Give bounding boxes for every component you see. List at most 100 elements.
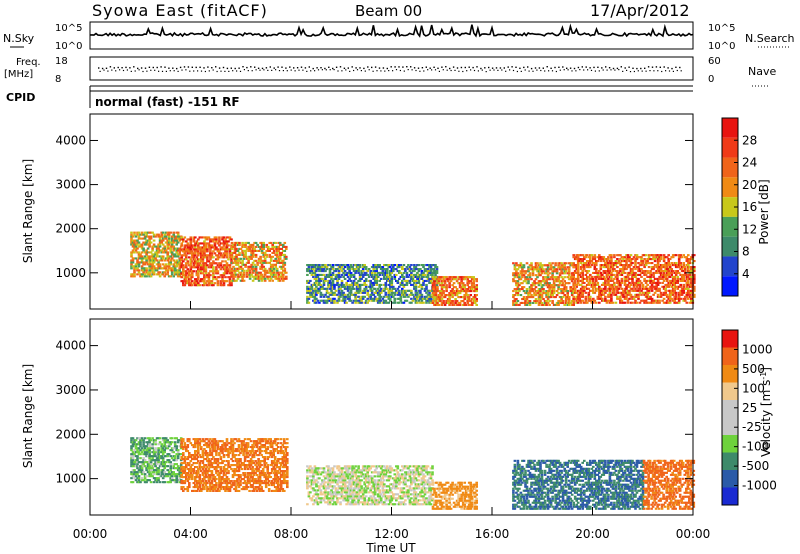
echo-cell (634, 264, 637, 267)
freq-dot (304, 67, 307, 69)
echo-cell (637, 270, 640, 273)
echo-cell (212, 256, 215, 259)
echo-cell (133, 251, 136, 254)
echo-cell (641, 271, 645, 274)
echo-cell (449, 290, 453, 293)
echo-cell (384, 264, 388, 267)
echo-cell (142, 241, 145, 244)
echo-cell (420, 275, 424, 278)
echo-cell (693, 266, 696, 269)
echo-cell (197, 284, 200, 287)
echo-cell (404, 293, 407, 296)
nave-dot (407, 69, 409, 71)
echo-cell (593, 268, 597, 271)
echo-cell (463, 278, 466, 281)
nave-dot (111, 69, 113, 71)
echo-cell (392, 301, 395, 304)
nave-dot (161, 70, 164, 72)
echo-cell (134, 239, 138, 242)
echo-cell (274, 257, 277, 260)
echo-cell (579, 283, 583, 286)
echo-cell (218, 244, 221, 247)
echo-cell (157, 267, 160, 270)
echo-cell (401, 287, 404, 290)
echo-cell (611, 283, 615, 286)
echo-cell (676, 297, 679, 300)
echo-cell (203, 240, 206, 243)
echo-cell (352, 273, 356, 276)
echo-cell (306, 291, 309, 294)
echo-cell (454, 292, 457, 295)
echo-cell (664, 273, 667, 276)
echo-cell (358, 273, 362, 276)
echo-cell (207, 242, 211, 245)
echo-cell (589, 254, 592, 257)
echo-cell (518, 266, 521, 269)
echo-cell (656, 268, 660, 271)
echo-cell (564, 286, 568, 289)
echo-cell (378, 289, 381, 292)
echo-cell (536, 292, 539, 295)
echo-cell (183, 250, 187, 253)
echo-cell (589, 281, 592, 284)
echo-cell (166, 231, 169, 234)
echo-cell (587, 256, 591, 259)
echo-cell (157, 467, 160, 470)
echo-cell (268, 269, 271, 272)
echo-cell (148, 271, 151, 274)
echo-cell (167, 263, 171, 266)
echo-cell (133, 269, 136, 272)
echo-cell (512, 301, 515, 304)
echo-cell (677, 293, 681, 296)
echo-cell (551, 266, 554, 269)
echo-cell (693, 270, 696, 273)
echo-cell (665, 299, 669, 302)
echo-cell (158, 235, 162, 238)
echo-cell (161, 469, 165, 472)
echo-cell (242, 243, 246, 246)
nave-dot (356, 69, 359, 71)
echo-cell (396, 279, 400, 282)
echo-cell (139, 441, 142, 444)
echo-cell (687, 270, 690, 273)
echo-cell (375, 270, 378, 273)
echo-cell (343, 299, 347, 302)
echo-cell (200, 236, 203, 239)
echo-cell (567, 278, 571, 281)
echo-cell (440, 286, 444, 289)
echo-cell (668, 268, 672, 271)
echo-cell (134, 265, 138, 268)
echo-cell (589, 295, 592, 298)
echo-cell (313, 297, 317, 300)
echo-cell (195, 282, 199, 285)
freq-dot (402, 66, 404, 68)
echo-cell (384, 277, 388, 280)
echo-cell (387, 264, 391, 267)
echo-cell (263, 277, 267, 280)
echo-cell (429, 273, 433, 276)
echo-cell (176, 255, 180, 258)
echo-cell (250, 263, 253, 266)
echo-cell (321, 293, 324, 296)
echo-cell (219, 264, 223, 267)
echo-cell (242, 279, 246, 282)
echo-cell (152, 481, 156, 484)
echo-cell (436, 282, 439, 285)
echo-cell (154, 267, 157, 270)
echo-cell (448, 282, 451, 285)
echo-cell (209, 266, 212, 269)
echo-cell (201, 236, 205, 239)
echo-cell (635, 273, 639, 276)
echo-cell (644, 254, 648, 257)
echo-cell (671, 281, 675, 284)
echo-cell (321, 264, 324, 267)
echo-cell (186, 248, 190, 251)
echo-cell (336, 268, 339, 271)
echo-cell (684, 287, 687, 290)
echo-cell (386, 275, 389, 278)
nave-dot (575, 70, 577, 72)
echo-cell (434, 264, 437, 267)
echo-cell (259, 257, 262, 260)
echo-cell (402, 291, 406, 294)
echo-cell (232, 279, 235, 282)
